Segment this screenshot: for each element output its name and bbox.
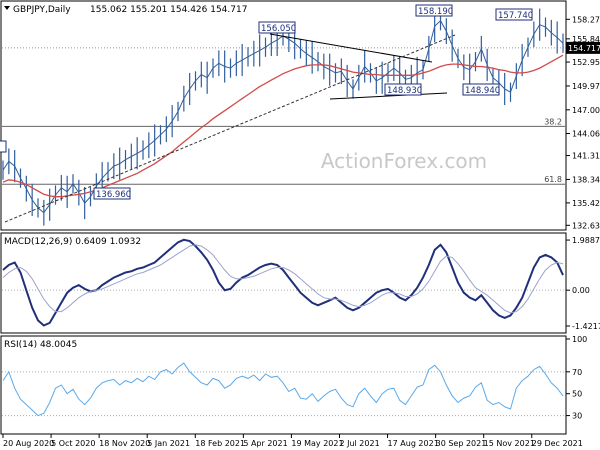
macd-tick-label: 0.00: [572, 286, 590, 295]
macd-title: MACD(12,26,9) 0.6409 1.0932: [4, 237, 141, 247]
x-tick-label: 5 Oct 2020: [51, 439, 95, 448]
macd-signal-line: [2, 244, 564, 314]
rsi-series: [2, 362, 564, 417]
x-tick-label: 30 Sep 2021: [436, 439, 487, 448]
annotation-box: [495, 8, 533, 21]
rsi-tick-label: 100: [572, 335, 587, 344]
x-tick-label: 2 Jul 2021: [339, 439, 379, 448]
price-tick-label: 141.315: [572, 152, 600, 161]
triangle-lower-line: [329, 92, 448, 100]
x-tick-label: 15 Nov 2021: [484, 439, 535, 448]
fib-level-label: 38.2: [544, 117, 562, 126]
x-tick-label: 29 Dec 2021: [532, 439, 583, 448]
annotation-label: 157.740: [498, 11, 533, 21]
rsi-grid: [2, 371, 565, 417]
price-tick-label: 152.950: [572, 58, 600, 67]
annotation-edge-box: [0, 140, 7, 153]
macd-tick-label: -1.4217: [572, 322, 600, 331]
ohlc-values: 155.062 155.201 154.426 154.717: [90, 5, 247, 15]
rsi-panel-frame: [0, 335, 567, 435]
annotation-label: 136.960: [96, 190, 131, 200]
x-tick-label: 5 Apr 2021: [243, 439, 287, 448]
rsi-title: RSI(14) 48.0045: [4, 340, 77, 350]
price-tick-label: 147.005: [572, 106, 600, 115]
current-price-box: [566, 41, 600, 54]
rsi-tick-label: 30: [572, 412, 582, 421]
rsi-tick-label: 70: [572, 368, 582, 377]
x-tick-label: 18 Nov 2020: [99, 439, 150, 448]
price-tick-label: 155.840: [572, 35, 600, 44]
triangle-upper-line: [269, 33, 433, 63]
x-tick-label: 5 Jan 2021: [147, 439, 190, 448]
price-tick-label: 149.975: [572, 82, 600, 91]
annotation-box: [93, 187, 131, 200]
price-annotations: 156.050 158.190 157.740 136.960 148.930 148.9…: [0, 4, 533, 200]
watermark: ActionForex.com: [321, 149, 487, 173]
x-tick-label: 17 Aug 2021: [388, 439, 439, 448]
macd-tick-label: 1.9887: [572, 236, 600, 245]
price-axis: 158.270 155.840 152.950 149.975 147.005 144.0…: [566, 15, 600, 230]
annotation-box: [384, 83, 422, 96]
symbol-title: GBPJPY,Daily: [13, 5, 71, 15]
rsi-line: [2, 362, 564, 417]
price-tick-label: 138.345: [572, 175, 600, 184]
macd-panel-frame: [0, 232, 567, 334]
annotation-label: 158.190: [418, 7, 453, 17]
x-tick-label: 20 Aug 2020: [3, 439, 54, 448]
x-tick-label: 19 May 2021: [291, 439, 343, 448]
price-series: [2, 8, 564, 226]
annotation-label: 148.940: [465, 86, 500, 96]
long-trend-channel: [4, 34, 456, 223]
annotation-box: [258, 21, 296, 34]
x-tick-label: 18 Feb 2021: [195, 439, 245, 448]
annotation-label: 148.930: [387, 86, 422, 96]
price-header: GBPJPY,Daily 155.062 155.201 154.426 154…: [4, 5, 247, 15]
macd-series: [2, 238, 564, 327]
trendlines: [4, 33, 456, 223]
current-price-label: 154.717: [568, 44, 600, 53]
annotation-box: [415, 4, 453, 17]
annotation-label: 156.050: [261, 24, 296, 34]
price-tick-label: 135.425: [572, 199, 600, 208]
price-tick-label: 158.270: [572, 15, 600, 24]
collapse-triangle-icon: [4, 6, 10, 10]
macd-axis: 1.9887 0.00 -1.4217: [566, 236, 600, 331]
annotation-box: [462, 83, 500, 96]
price-tick-label: 144.060: [572, 130, 600, 139]
fib-level-label: 61.8: [544, 175, 562, 184]
rsi-tick-label: 50: [572, 390, 582, 399]
price-tick-label: 132.635: [572, 221, 600, 230]
rsi-axis: 100 70 50 30: [566, 335, 587, 421]
